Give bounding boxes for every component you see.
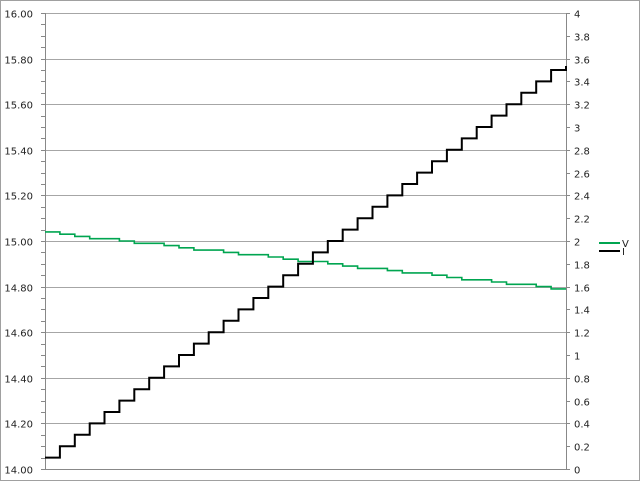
right-tick-label: 0.4: [574, 420, 590, 431]
left-tick-label: 14.80: [4, 284, 33, 295]
right-tick-label: 4: [574, 10, 580, 21]
right-tick-label: 3.8: [574, 33, 590, 44]
right-tick-label: 3: [574, 124, 580, 135]
right-tick-label: 1.2: [574, 329, 590, 340]
right-tick-label: 0: [574, 466, 580, 477]
right-tick-label: 2: [574, 238, 580, 249]
series-line-I: [45, 66, 567, 459]
series-line-V: [45, 231, 566, 290]
right-tick-label: 1.8: [574, 261, 590, 272]
legend-label-V: V: [622, 239, 629, 250]
left-tick-label: 15.40: [4, 147, 33, 158]
right-tick-label: 2.2: [574, 215, 590, 226]
right-tick-label: 2.6: [574, 170, 590, 181]
left-tick-label: 15.80: [4, 56, 33, 67]
right-tick-label: 1.6: [574, 284, 590, 295]
left-tick-label: 16.00: [4, 10, 33, 21]
right-tick-label: 1: [574, 352, 580, 363]
right-tick-label: 0.8: [574, 375, 590, 386]
legend-label-I: I: [622, 247, 625, 258]
left-tick-label: 14.20: [4, 420, 33, 431]
right-tick-label: 1.4: [574, 306, 590, 317]
right-tick-label: 2.8: [574, 147, 590, 158]
right-tick-label: 2.4: [574, 192, 590, 203]
right-tick-label: 3.6: [574, 56, 590, 67]
left-tick-label: 14.60: [4, 329, 33, 340]
left-tick-label: 15.60: [4, 101, 33, 112]
left-tick-label: 15.20: [4, 192, 33, 203]
right-tick-label: 0.2: [574, 443, 590, 454]
right-tick-label: 0.6: [574, 398, 590, 409]
left-tick-label: 14.00: [4, 466, 33, 477]
right-tick-label: 3.2: [574, 101, 590, 112]
right-tick-label: 3.4: [574, 78, 590, 89]
left-tick-label: 15.00: [4, 238, 33, 249]
left-tick-label: 14.40: [4, 375, 33, 386]
